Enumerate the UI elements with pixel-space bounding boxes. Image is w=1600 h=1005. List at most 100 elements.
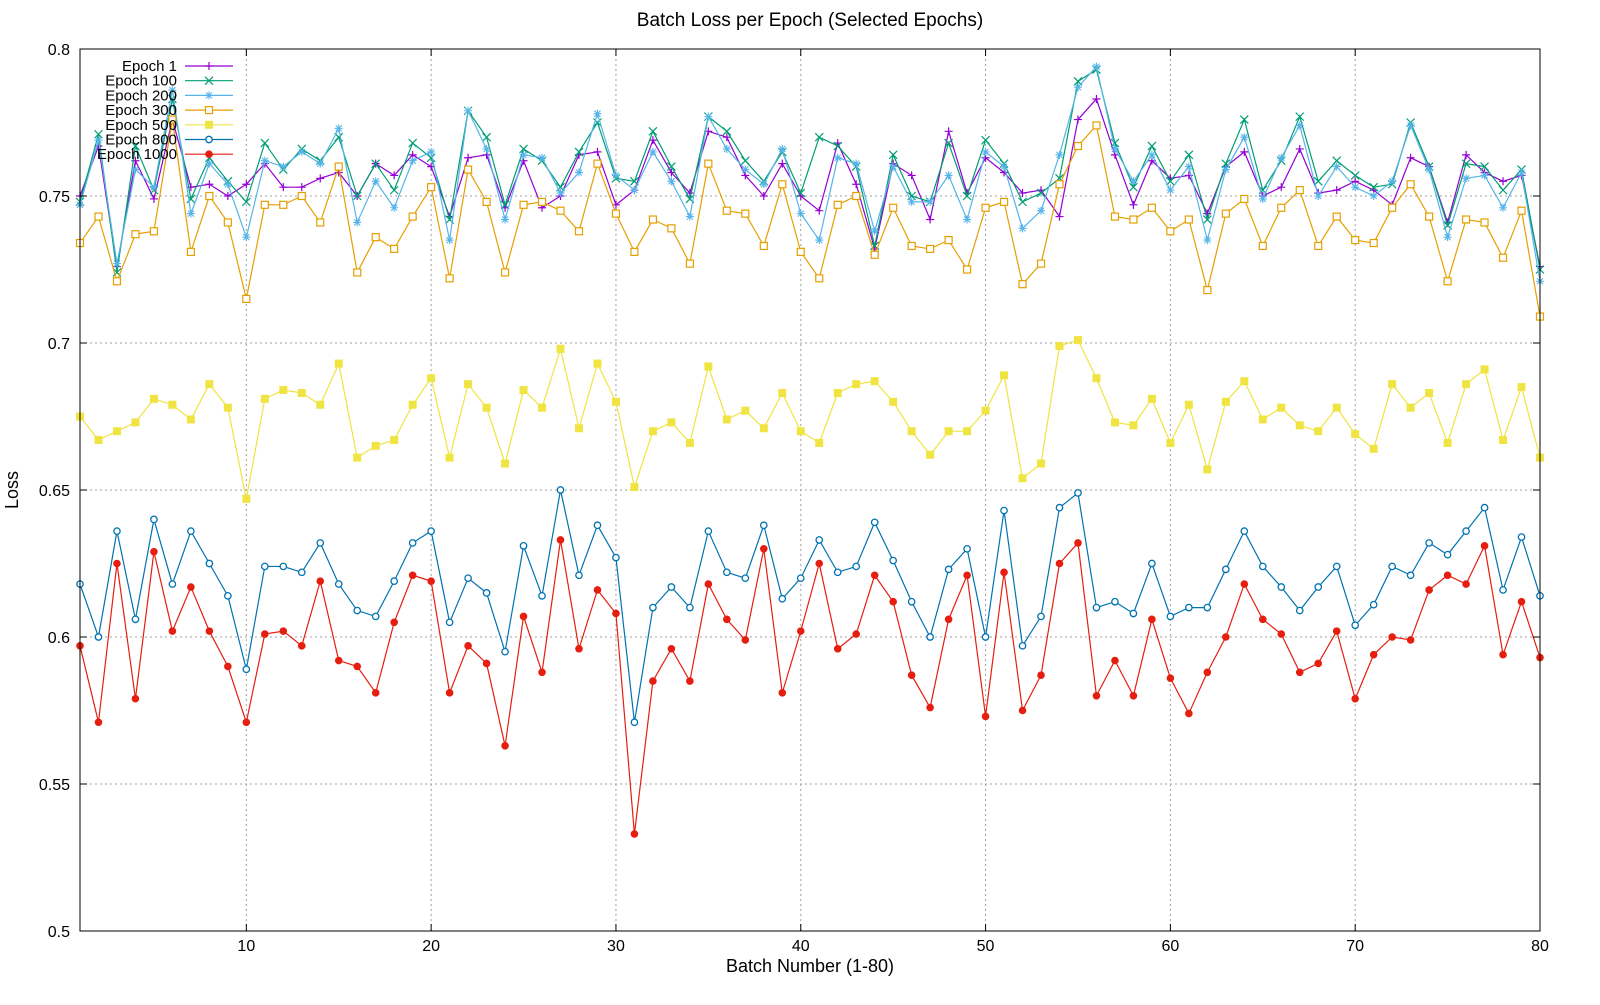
data-point [353, 268, 362, 277]
data-point [205, 180, 214, 189]
data-point [1185, 709, 1193, 718]
data-point [1222, 633, 1230, 641]
data-point [1425, 539, 1433, 547]
data-point [1240, 527, 1249, 536]
data-point [519, 150, 528, 159]
data-point [316, 577, 325, 585]
data-point [1258, 562, 1267, 571]
data-point [1221, 565, 1230, 574]
legend-marker-epoch-100 [204, 76, 214, 86]
data-point [519, 386, 528, 395]
series-line-epoch-800 [79, 489, 1541, 723]
series-epoch-200 [76, 62, 1544, 286]
data-point [981, 203, 990, 212]
data-point [371, 159, 381, 169]
data-point [759, 424, 768, 433]
data-point [1425, 165, 1434, 174]
data-point [242, 494, 251, 503]
data-point [833, 388, 842, 397]
data-point [1517, 597, 1526, 606]
data-point [1480, 503, 1489, 512]
data-point [1258, 241, 1267, 251]
data-point [1129, 215, 1138, 224]
data-point [907, 427, 916, 436]
data-point [759, 241, 768, 251]
series-epoch-100 [75, 65, 1545, 277]
series-layer [75, 62, 1545, 838]
data-point [814, 132, 824, 142]
data-point [1462, 580, 1470, 588]
data-point [445, 453, 454, 462]
data-point [1295, 186, 1304, 195]
data-point [1517, 168, 1526, 177]
data-point [1277, 583, 1286, 591]
data-point [704, 527, 713, 536]
data-point [538, 403, 547, 412]
data-point [297, 147, 306, 156]
data-point [667, 177, 676, 186]
data-point [1203, 209, 1212, 218]
x-tick-label: 70 [1346, 938, 1364, 955]
data-point [94, 436, 103, 445]
data-point [611, 209, 621, 218]
data-point [353, 606, 362, 615]
data-point [1203, 668, 1212, 677]
data-point [1092, 374, 1101, 383]
data-point [390, 436, 399, 445]
data-point [649, 603, 657, 612]
data-point [501, 741, 509, 750]
data-point [944, 127, 953, 136]
data-point [722, 126, 732, 136]
data-point [630, 830, 639, 838]
data-point [1369, 192, 1378, 200]
data-point [1443, 550, 1452, 559]
legend-marker-epoch-1000 [205, 150, 213, 158]
data-point [963, 215, 972, 224]
data-point [1037, 612, 1045, 621]
data-point [1074, 539, 1082, 547]
data-point [944, 615, 953, 624]
data-point [1092, 692, 1101, 700]
data-point [1184, 215, 1193, 224]
data-point [1351, 183, 1360, 192]
x-tick-label: 60 [1161, 938, 1179, 955]
data-point [815, 236, 824, 245]
data-point [501, 215, 510, 224]
data-point [223, 180, 232, 189]
data-point [1147, 203, 1156, 212]
data-point [1110, 418, 1119, 427]
data-point [242, 665, 251, 674]
data-point [1443, 277, 1452, 286]
data-point [1018, 280, 1027, 289]
data-point [223, 591, 232, 600]
data-point [390, 577, 399, 585]
data-point [1499, 586, 1507, 594]
data-point [1332, 627, 1341, 635]
data-point [1277, 403, 1286, 412]
data-point [1018, 189, 1027, 198]
data-point [1018, 224, 1027, 233]
data-point [741, 406, 750, 415]
data-point [1018, 641, 1027, 650]
data-point [408, 212, 417, 221]
data-point [575, 644, 583, 653]
data-point [205, 191, 214, 201]
data-point [593, 586, 602, 594]
data-point [852, 191, 861, 201]
data-point [759, 545, 768, 553]
data-point [279, 386, 288, 395]
data-point [1388, 562, 1397, 571]
data-point [1425, 212, 1434, 221]
data-point [408, 571, 417, 580]
data-point [482, 197, 491, 206]
data-point [556, 206, 565, 215]
data-point [1443, 438, 1452, 447]
x-tick-label: 20 [422, 938, 440, 955]
data-point [464, 380, 473, 389]
data-point [334, 580, 343, 588]
data-point [666, 162, 676, 172]
data-point [94, 136, 103, 145]
data-point [168, 400, 177, 409]
